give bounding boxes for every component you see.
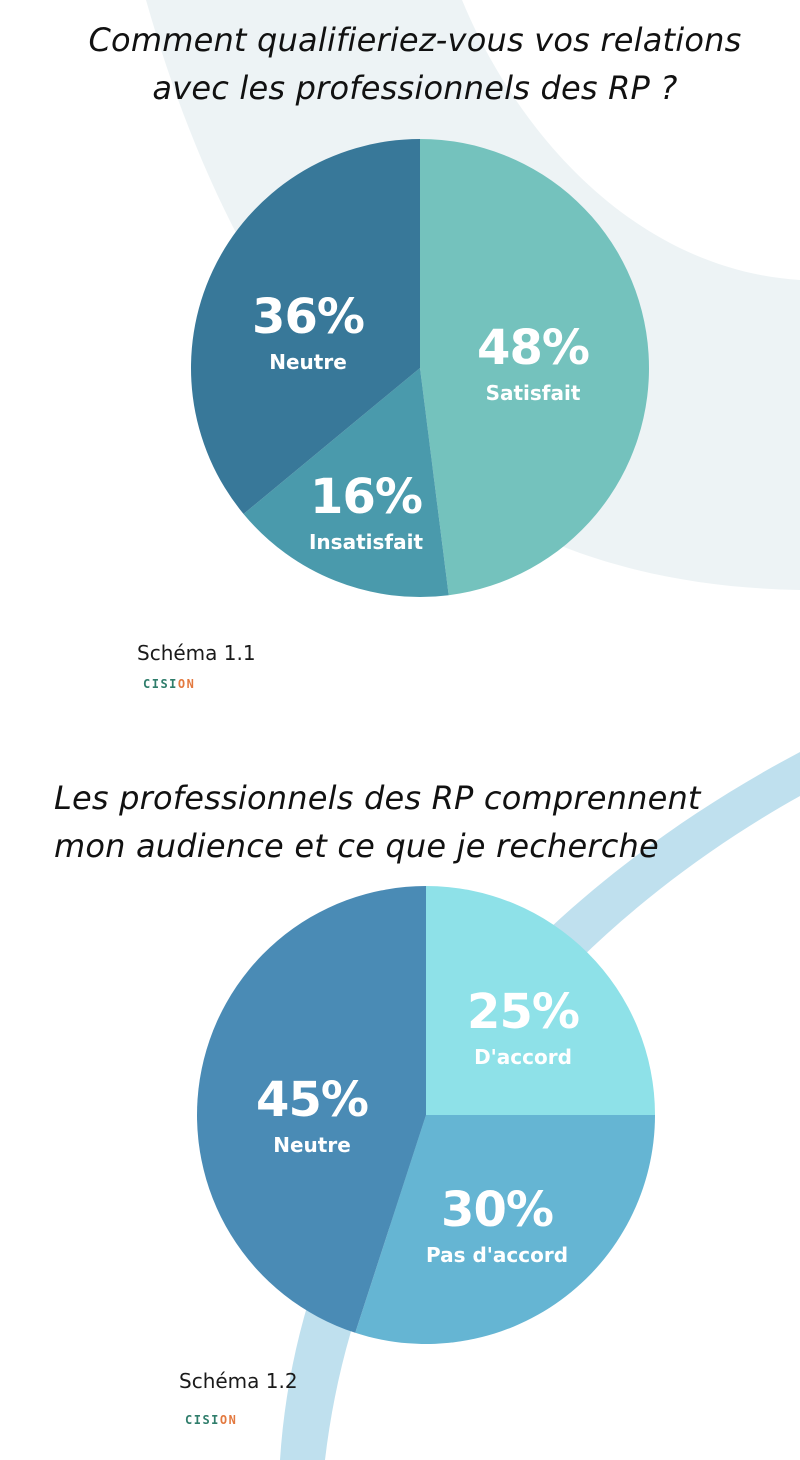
chart-1-pie: 48% Satisfait 16% Insatisfait 36% Neutre — [190, 139, 650, 597]
chart-1-value-label-insatisfait: 16% — [310, 469, 422, 525]
cision-logo-1-text-b: ON — [177, 677, 196, 691]
chart-2-category-label-neutre: Neutre — [273, 1133, 351, 1157]
chart-2-value-label-neutre: 45% — [256, 1072, 368, 1128]
chart-1-title-line-1: Comment qualifieriez-vous vos relations — [88, 21, 742, 59]
bg-band-bottom — [280, 752, 800, 1460]
chart-1-title: Comment qualifieriez-vous vos relations … — [0, 16, 800, 112]
chart-1-value-label-satisfait: 48% — [477, 320, 589, 376]
chart-1-value-label-neutre: 36% — [252, 289, 364, 345]
chart-2-caption: Schéma 1.2 — [179, 1369, 298, 1393]
chart-2-slice-pas-d-accord — [355, 1115, 655, 1344]
chart-2-category-label-d-accord: D'accord — [474, 1045, 572, 1069]
chart-2-title-line-1: Les professionnels des RP comprennent — [54, 779, 701, 817]
chart-2-slice-d-accord — [426, 886, 655, 1115]
chart-2-category-label-pas-d-accord: Pas d'accord — [426, 1243, 568, 1267]
cision-logo-2-text-a: CISI — [185, 1413, 220, 1427]
chart-2-pie: 25% D'accord 30% Pas d'accord 45% Neutre — [197, 886, 655, 1344]
chart-2-value-label-pas-d-accord: 30% — [441, 1182, 553, 1238]
chart-2-title: Les professionnels des RP comprennent mo… — [54, 774, 701, 870]
cision-logo-2: CISION — [185, 1413, 237, 1427]
cision-logo-2-text-b: ON — [219, 1413, 238, 1427]
chart-1-slice-insatisfait — [243, 368, 449, 597]
chart-2-value-label-d-accord: 25% — [467, 984, 579, 1040]
chart-1-slice-satisfait — [420, 139, 650, 596]
chart-1-category-label-insatisfait: Insatisfait — [309, 530, 423, 554]
chart-2-title-line-2: mon audience et ce que je recherche — [54, 827, 659, 865]
chart-1-slice-neutre — [190, 139, 420, 514]
chart-1-caption: Schéma 1.1 — [137, 641, 256, 665]
chart-1-title-line-2: avec les professionnels des RP ? — [152, 69, 678, 107]
chart-1-category-label-neutre: Neutre — [269, 350, 347, 374]
cision-logo-1-text-a: CISI — [143, 677, 178, 691]
chart-1-category-label-satisfait: Satisfait — [486, 381, 581, 405]
chart-2-slice-neutre — [197, 886, 426, 1333]
cision-logo-1: CISION — [143, 677, 195, 691]
